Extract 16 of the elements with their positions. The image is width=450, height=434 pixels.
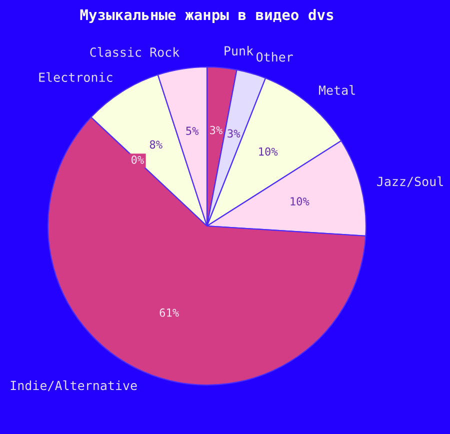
slice-label: Classic Rock — [90, 47, 180, 57]
slice-label: Other — [256, 52, 293, 62]
slice-label: Electronic — [39, 72, 112, 82]
slice-label: Indie/Alternative — [10, 380, 137, 392]
slice-label: Metal — [319, 85, 355, 95]
data-label: 8% — [150, 140, 162, 149]
data-label: 3% — [228, 129, 240, 138]
data-label: 10% — [290, 197, 310, 206]
data-label: 3% — [210, 126, 222, 134]
data-label: 5% — [186, 126, 199, 136]
data-label: 10% — [259, 147, 278, 156]
slice-label: Punk — [224, 46, 254, 56]
data-label: 61% — [160, 308, 179, 317]
slice-label: Jazz/Soul — [377, 176, 443, 188]
text: 0% — [131, 156, 144, 164]
chart-title: Музыкальные жанры в видео dvs — [80, 8, 334, 24]
